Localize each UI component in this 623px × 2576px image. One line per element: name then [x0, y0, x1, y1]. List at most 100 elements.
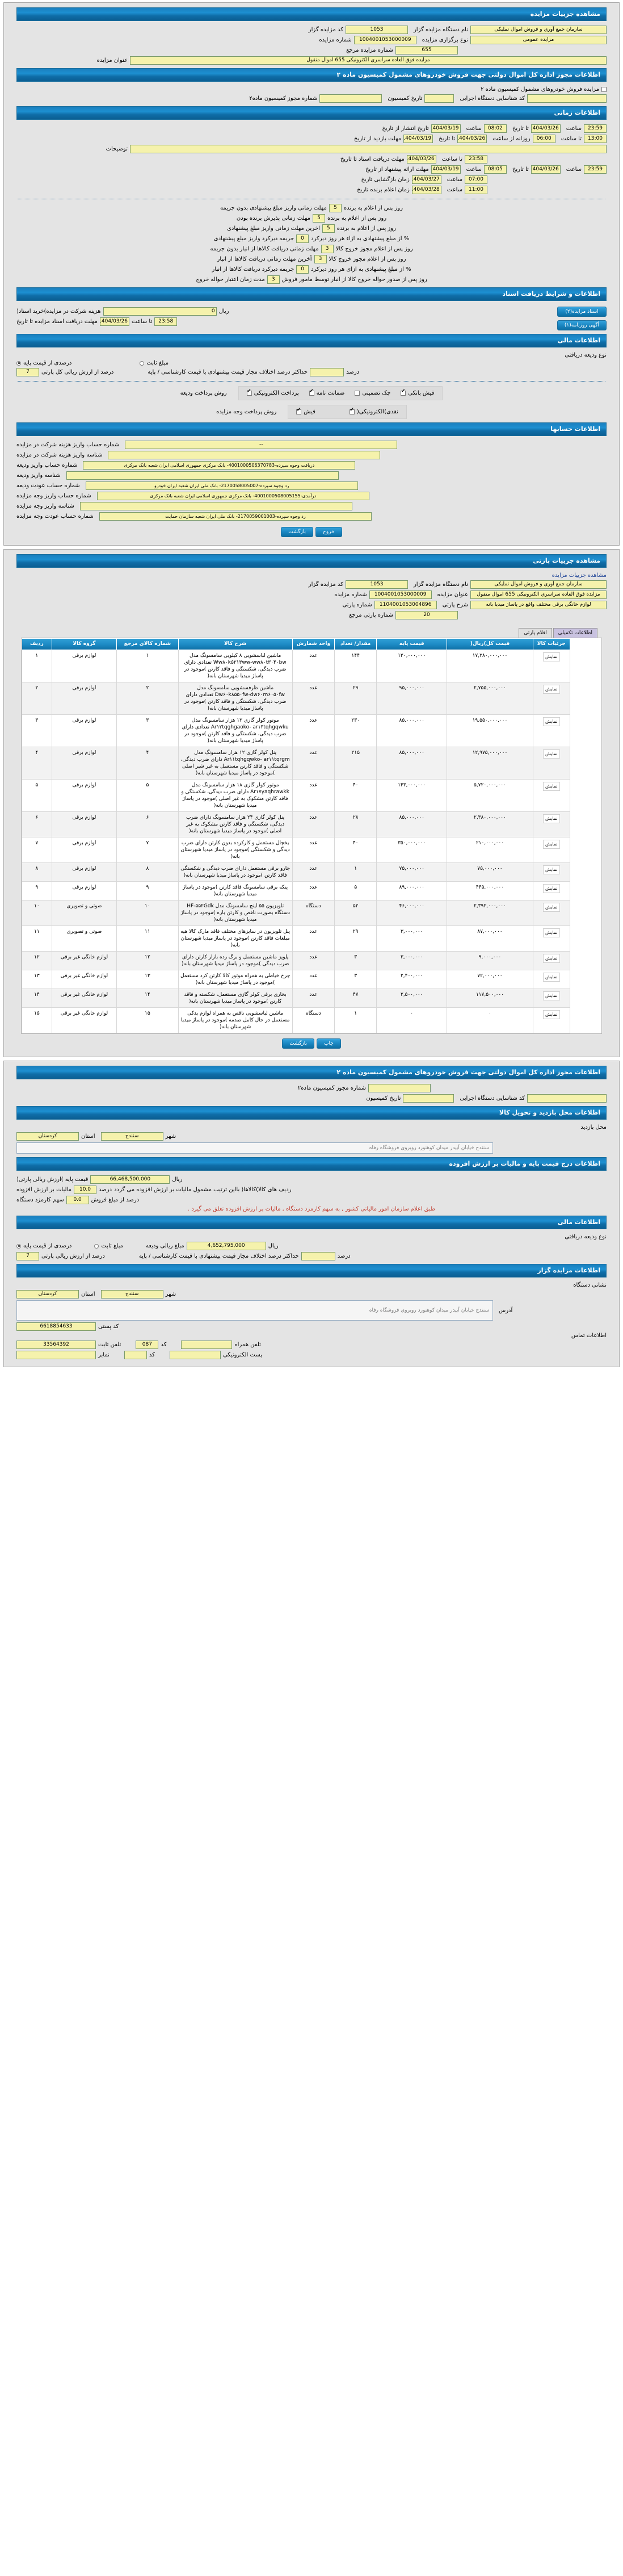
tel-code-value[interactable]: 087 [136, 1341, 159, 1349]
permit2-commission-date-value[interactable] [403, 1094, 454, 1103]
cell-details[interactable]: نمایش [532, 970, 570, 989]
visit-address-value[interactable]: سنندج خیابان آبیدر میدان کوهنورد روبروی … [16, 1142, 493, 1154]
back-button-2[interactable]: بازگشت [282, 1038, 314, 1049]
winner-time-value[interactable]: 11:00 [465, 186, 487, 194]
detail-chip[interactable]: نمایش [542, 973, 560, 982]
publish-to-time-value[interactable]: 23:59 [584, 124, 607, 133]
docs-deadline-time[interactable]: 23:58 [154, 317, 178, 326]
auctioneer-city-value[interactable]: سنندج [100, 1290, 163, 1299]
bank-receipt-checkbox[interactable] [401, 389, 406, 396]
province-value[interactable]: کردستان [16, 1132, 79, 1141]
fee-value[interactable]: 0.0 [66, 1196, 89, 1204]
electronic-payment-checkbox[interactable] [246, 389, 252, 396]
permit2-exec-code-value[interactable] [527, 1094, 607, 1103]
view-auction-details-link[interactable]: مشاهده جزییات مزایده [552, 572, 607, 579]
account-value[interactable]: رد وجوه سپرده-2170058005007- بانک ملی ای… [85, 481, 358, 490]
cash-electronic-checkbox[interactable] [349, 408, 355, 414]
account-value[interactable]: دریافت وجوه سپرده-4001000506370783- بانک… [83, 461, 356, 470]
docs-date-value[interactable]: 1404/03/26 [406, 155, 436, 164]
exec-code-value[interactable] [527, 94, 607, 103]
detail-chip[interactable]: نمایش [542, 903, 560, 912]
party-code-value[interactable]: 1053 [345, 580, 408, 589]
cell-details[interactable]: نمایش [532, 747, 570, 780]
guarantee-letter-checkbox[interactable] [309, 389, 314, 396]
account-value[interactable]: -- [125, 441, 398, 449]
detail-chip[interactable]: نمایش [542, 814, 560, 823]
percent-value-2[interactable]: 7 [16, 1252, 39, 1260]
visit-daily-from-value[interactable]: 06:00 [532, 135, 555, 143]
open-time-value[interactable]: 07:00 [465, 175, 487, 184]
cell-details[interactable]: نمایش [532, 900, 570, 926]
postal-value[interactable]: 6618854633 [16, 1322, 96, 1331]
detail-chip[interactable]: نمایش [542, 685, 560, 694]
deadline-value[interactable]: 3 [314, 255, 327, 263]
cell-details[interactable]: نمایش [532, 811, 570, 837]
publish-from-time-value[interactable]: 08:02 [483, 124, 507, 133]
account-value[interactable] [66, 471, 339, 480]
cell-details[interactable]: نمایش [532, 779, 570, 812]
detail-chip[interactable]: نمایش [542, 717, 560, 726]
tab-supplementary-info[interactable]: اطلاعات تکمیلی [553, 628, 597, 638]
option-percent-base-2[interactable]: درصدی از قیمت پایه [16, 1243, 71, 1249]
permit-number-value[interactable] [319, 94, 382, 103]
account-value[interactable] [79, 502, 352, 510]
guarantee-cheque-checkbox[interactable] [355, 391, 360, 396]
cell-details[interactable]: نمایش [532, 988, 570, 1008]
cell-details[interactable]: نمایش [532, 682, 570, 715]
deposit-method-bank-receipt[interactable]: فیش بانکی [401, 389, 434, 396]
city-value[interactable]: سنندج [100, 1132, 163, 1141]
winner-date-value[interactable]: 1404/03/28 [411, 186, 441, 194]
percent-base-radio[interactable] [16, 361, 21, 366]
party-no-value[interactable]: 1104001053004896 [374, 601, 437, 609]
cell-details[interactable]: نمایش [532, 1007, 570, 1033]
auction-type-value[interactable]: مزایده عمومی [470, 36, 607, 44]
detail-chip[interactable]: نمایش [542, 782, 560, 791]
back-button[interactable]: بازگشت [281, 527, 314, 537]
option-fixed-amount[interactable]: مبلغ ثابت [140, 360, 169, 366]
commission-date-value[interactable] [424, 94, 454, 103]
option-percent-base[interactable]: درصدی از قیمت پایه [16, 360, 71, 366]
mobile-value[interactable] [181, 1341, 233, 1349]
docs-deadline-date[interactable]: 1404/03/26 [100, 317, 130, 326]
permit-checkbox[interactable] [601, 87, 607, 92]
option-fixed-amount-2[interactable]: مبلغ ثابت [94, 1243, 123, 1249]
party-auction-number-value[interactable]: 1004001053000009 [369, 590, 432, 599]
fax-code-value[interactable] [124, 1351, 147, 1359]
cell-details[interactable]: نمایش [532, 862, 570, 882]
publish-to-date-value[interactable]: 1404/03/26 [531, 124, 561, 133]
detail-chip[interactable]: نمایش [542, 884, 560, 893]
max-diff-value-2[interactable] [301, 1252, 335, 1260]
percent-base-radio-2[interactable] [16, 1243, 21, 1249]
visit-to-date-value[interactable]: 1404/03/26 [457, 135, 487, 143]
exit-button[interactable]: خروج [315, 527, 342, 537]
max-diff-value[interactable] [310, 368, 344, 376]
tab-party-items[interactable]: اقلام پارتی [519, 628, 552, 638]
party-org-value[interactable]: سازمان جمع آوری و فروش اموال تملیکی [470, 580, 607, 589]
ref-number-value[interactable]: 655 [395, 46, 458, 55]
offer-from-date-value[interactable]: 1404/03/19 [431, 165, 461, 174]
account-value[interactable]: درآمدی-4001000508005155- بانک مرکزی جمهو… [96, 492, 369, 500]
detail-chip[interactable]: نمایش [542, 652, 560, 661]
org-name-value[interactable]: سازمان جمع آوری و فروش اموال تملیکی [470, 26, 607, 34]
party-ref-value[interactable]: 20 [395, 611, 458, 619]
notes-value[interactable] [130, 145, 607, 153]
email-value[interactable] [169, 1351, 221, 1359]
visit-from-date-value[interactable]: 1404/03/19 [403, 135, 433, 143]
cell-details[interactable]: نمایش [532, 714, 570, 747]
payment-method-cash-electronic[interactable]: نقدی)الکترونیکی( [349, 408, 398, 415]
offer-from-time-value[interactable]: 08:05 [483, 165, 507, 174]
docs-cost-value[interactable]: 0 [103, 307, 217, 316]
detail-chip[interactable]: نمایش [542, 1010, 560, 1019]
docs-time-value[interactable]: 23:58 [465, 155, 487, 164]
detail-chip[interactable]: نمایش [542, 865, 560, 874]
party-desc-value[interactable]: لوازم خانگی برقی مختلف واقع در پاساژ مید… [470, 601, 607, 609]
deadline-value[interactable]: 5 [312, 214, 325, 223]
deposit-amount-value[interactable]: 4,652,795,000 [186, 1242, 266, 1250]
cell-details[interactable]: نمایش [532, 650, 570, 682]
deadline-value[interactable]: 5 [329, 204, 342, 212]
cell-details[interactable]: نمایش [532, 925, 570, 952]
permit2-number-value[interactable] [368, 1084, 431, 1092]
print-button[interactable]: چاپ [316, 1038, 341, 1049]
deadline-value[interactable]: 5 [322, 224, 335, 233]
deposit-method-guarantee-letter[interactable]: ضمانت نامه [309, 389, 344, 396]
